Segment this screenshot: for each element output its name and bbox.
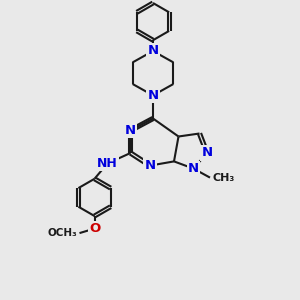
Text: N: N	[125, 124, 136, 137]
Text: N: N	[147, 89, 159, 102]
Text: O: O	[89, 222, 100, 235]
Text: N: N	[144, 159, 156, 172]
Text: N: N	[147, 44, 159, 58]
Text: NH: NH	[97, 157, 118, 170]
Text: N: N	[188, 162, 199, 175]
Text: N: N	[201, 146, 213, 160]
Text: CH₃: CH₃	[212, 172, 235, 183]
Text: OCH₃: OCH₃	[47, 228, 77, 238]
